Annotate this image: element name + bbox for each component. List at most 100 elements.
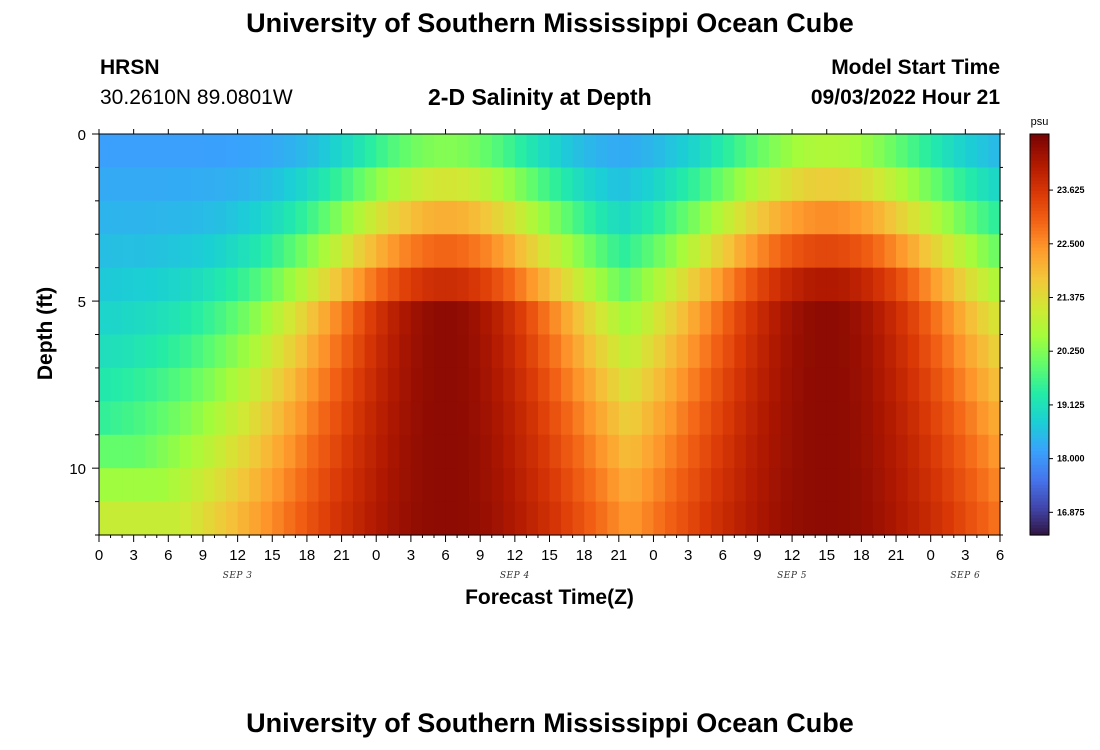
heatmap-cell — [965, 334, 978, 369]
station-name: HRSN — [100, 56, 160, 79]
heatmap-cell — [457, 234, 470, 269]
heatmap-cell — [792, 200, 805, 235]
colorbar-segment — [1030, 321, 1049, 326]
heatmap-cell — [722, 301, 735, 336]
heatmap-cell — [272, 134, 285, 169]
x-tick-label: 12 — [507, 547, 524, 564]
heatmap-cell — [976, 234, 990, 269]
heatmap-cell — [584, 167, 597, 202]
heatmap-cell — [572, 434, 585, 469]
heatmap-cell — [457, 501, 470, 536]
x-tick-label: 0 — [927, 547, 935, 564]
colorbar-segment — [1030, 394, 1049, 399]
colorbar-segment — [1030, 458, 1049, 463]
x-tick-label: 18 — [853, 547, 870, 564]
heatmap-cell — [792, 134, 805, 169]
heatmap-cell — [295, 234, 308, 269]
heatmap-cell — [665, 401, 678, 436]
heatmap-cell — [283, 468, 296, 503]
heatmap-cell — [734, 401, 747, 436]
heatmap-cell — [803, 234, 816, 269]
heatmap-cell — [468, 401, 481, 436]
heatmap-cell — [422, 501, 435, 536]
heatmap-cell — [514, 367, 527, 402]
colorbar-segment — [1030, 154, 1049, 158]
heatmap-cell — [768, 434, 782, 469]
heatmap-cell — [122, 267, 135, 302]
heatmap-cell — [584, 367, 597, 402]
heatmap-cell — [272, 200, 285, 235]
heatmap-cell — [561, 501, 574, 536]
heatmap-cell — [907, 367, 920, 402]
colorbar-segment — [1030, 297, 1049, 302]
heatmap-cell — [930, 301, 943, 336]
heatmap-cell — [884, 301, 897, 336]
heatmap-cell — [745, 134, 759, 169]
heatmap-cell — [318, 401, 331, 436]
heatmap-cell — [179, 134, 193, 169]
heatmap-cell — [849, 367, 862, 402]
heatmap-cell — [803, 501, 816, 536]
heatmap-cell — [514, 267, 527, 302]
heatmap-cell — [607, 367, 620, 402]
heatmap-cell — [237, 334, 250, 369]
heatmap-cell — [272, 334, 285, 369]
heatmap-cell — [919, 334, 932, 369]
heatmap-cell — [260, 501, 273, 536]
heatmap-cell — [792, 267, 805, 302]
colorbar-segment — [1030, 157, 1049, 162]
heatmap-cell — [618, 501, 631, 536]
heatmap-cell — [491, 167, 504, 202]
colorbar-segment — [1030, 281, 1049, 285]
heatmap-cell — [272, 434, 285, 469]
heatmap-cell — [803, 134, 816, 169]
heatmap-cell — [514, 334, 527, 369]
heatmap-cell — [976, 367, 990, 402]
heatmap-cell — [745, 434, 759, 469]
colorbar-segment — [1030, 471, 1049, 476]
heatmap-cell — [318, 501, 331, 536]
heatmap-cell — [699, 134, 712, 169]
heatmap-cell — [306, 267, 320, 302]
heatmap-cell — [433, 200, 447, 235]
heatmap-cell — [676, 468, 689, 503]
heatmap-cell — [780, 267, 793, 302]
colorbar-segment — [1030, 334, 1049, 339]
heatmap-cell — [549, 234, 562, 269]
heatmap-cell — [537, 334, 551, 369]
heatmap-cell — [399, 367, 412, 402]
heatmap-cell — [468, 367, 481, 402]
heatmap-cell — [214, 134, 227, 169]
heatmap-cell — [491, 200, 504, 235]
heatmap-cell — [168, 200, 181, 235]
heatmap-cell — [260, 468, 273, 503]
heatmap-cell — [480, 367, 493, 402]
colorbar-segment — [1030, 504, 1049, 509]
heatmap-cell — [930, 200, 943, 235]
heatmap-cell — [491, 234, 504, 269]
heatmap-cell — [99, 167, 112, 202]
heatmap-cell — [838, 167, 851, 202]
heatmap-cell — [376, 401, 389, 436]
heatmap-cell — [815, 434, 828, 469]
heatmap-cell — [688, 167, 701, 202]
heatmap-cell — [306, 401, 320, 436]
heatmap-cell — [792, 167, 805, 202]
heatmap-cell — [272, 367, 285, 402]
heatmap-cell — [156, 367, 169, 402]
heatmap-cell — [896, 134, 909, 169]
heatmap-cell — [572, 367, 585, 402]
heatmap-cell — [364, 200, 377, 235]
heatmap-cell — [676, 167, 689, 202]
heatmap-cell — [410, 334, 424, 369]
colorbar-segment — [1030, 137, 1049, 142]
heatmap-cell — [884, 334, 897, 369]
heatmap-cell — [953, 134, 966, 169]
heatmap-cell — [792, 367, 805, 402]
heatmap-cell — [965, 200, 978, 235]
heatmap-cell — [595, 434, 608, 469]
heatmap-cell — [480, 501, 493, 536]
heatmap-cell — [249, 334, 262, 369]
heatmap-cell — [849, 501, 862, 536]
